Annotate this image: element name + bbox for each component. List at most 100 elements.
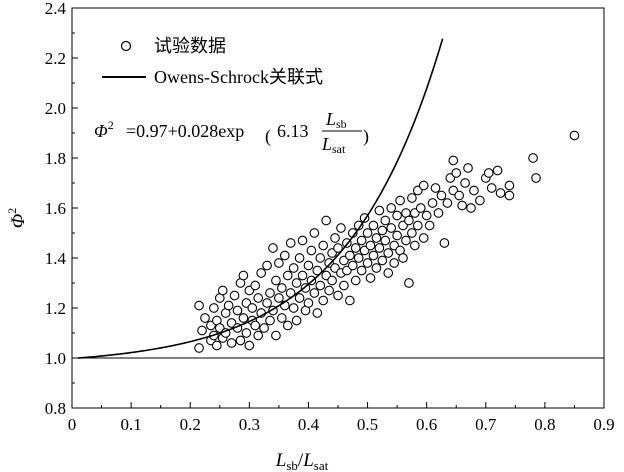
scatter-point <box>365 273 376 283</box>
y-axis-title: Φ2 <box>5 208 29 228</box>
scatter-point <box>442 198 453 208</box>
scatter-point <box>303 298 314 308</box>
scatter-point <box>401 235 411 246</box>
scatter-point <box>528 153 538 163</box>
scatter-point <box>288 263 299 273</box>
scatter-point <box>276 313 287 323</box>
scatter-point <box>253 330 264 341</box>
scatter-point <box>250 280 261 291</box>
scatter-point <box>194 343 204 353</box>
scatter-point <box>380 215 391 226</box>
scatter-point <box>404 278 414 288</box>
legend-marker-circle <box>120 40 132 52</box>
scatter-point <box>282 320 293 331</box>
scatter-point <box>282 270 293 281</box>
scatter-point <box>415 203 426 213</box>
x-tick-label: 0.3 <box>239 415 260 434</box>
scatter-point <box>226 338 237 348</box>
x-tick-label: 0.8 <box>534 415 555 434</box>
scatter-point <box>336 223 346 233</box>
scatter-point <box>350 243 361 253</box>
scatter-point <box>297 235 308 246</box>
legend-label-data: 试验数据 <box>154 36 226 56</box>
scatter-point <box>327 275 337 286</box>
axis-titles: Lsb/Lsat Φ2 <box>5 208 329 472</box>
x-axis-title: Lsb/Lsat <box>275 450 329 472</box>
formula-frac-den: Lsat <box>321 134 346 156</box>
scatter-point <box>194 300 204 311</box>
scatter-point <box>318 295 329 306</box>
scatter-point <box>235 335 246 346</box>
scatter-point <box>262 260 272 271</box>
formula-rhs-prefix: =0.97+0.028exp <box>126 121 244 141</box>
scatter-point <box>229 290 240 301</box>
scatter-point <box>368 220 379 231</box>
formula-frac-num-main: L <box>325 109 336 129</box>
formula-frac-num-sub: sb <box>336 117 347 131</box>
scatter-point <box>312 308 323 318</box>
formula-open-paren: ( <box>265 126 271 147</box>
scatter-point <box>356 265 367 276</box>
scatter-point <box>451 168 462 178</box>
scatter-point <box>486 183 497 193</box>
scatter-point <box>244 340 255 351</box>
scatter-point <box>232 305 243 316</box>
scatter-point <box>312 265 323 276</box>
scatter-point <box>250 320 261 331</box>
x-tick-label: 0.2 <box>180 415 201 434</box>
scatter-point <box>386 203 397 213</box>
scatter-point <box>463 163 473 173</box>
x-axis-title-main2: L <box>302 450 314 471</box>
scatter-point <box>392 210 402 221</box>
scatter-point <box>271 330 281 341</box>
scatter-point <box>200 313 210 323</box>
scatter-point <box>209 303 219 313</box>
scatter-point <box>409 240 420 251</box>
scatter-point <box>238 270 249 281</box>
scatter-point <box>265 315 275 326</box>
scatter-point <box>430 183 441 193</box>
scatter-point <box>217 285 228 296</box>
x-tick-label: 0.6 <box>416 415 437 434</box>
scatter-point <box>350 275 361 286</box>
scatter-point <box>356 235 367 246</box>
scatter-point <box>274 258 284 268</box>
scatter-point <box>259 323 269 333</box>
scatter-point <box>362 228 373 238</box>
scatter-point <box>303 260 314 271</box>
scatter-point <box>333 290 343 301</box>
scatter-point <box>253 293 264 303</box>
formula-frac-den-main: L <box>321 134 332 154</box>
formula-close-paren: ) <box>363 126 369 147</box>
formula-lhs-sup: 2 <box>108 118 114 132</box>
scatter-point <box>368 250 379 261</box>
scatter-point <box>268 243 278 253</box>
scatter-point <box>285 238 296 248</box>
scatter-point <box>407 193 417 203</box>
data-layer <box>77 38 580 359</box>
scatter-point <box>271 275 281 286</box>
x-axis-title-sub2: sat <box>314 458 329 472</box>
scatter-point <box>386 223 397 233</box>
scatter-point <box>475 195 485 206</box>
scatter-point <box>439 238 450 248</box>
scatter-point <box>197 325 207 336</box>
scatter-point <box>362 258 373 268</box>
scatter-point <box>371 263 382 273</box>
scatter-point <box>492 165 503 176</box>
scatter-point <box>318 240 329 251</box>
x-axis-title-main: L <box>275 450 287 471</box>
scatter-point <box>531 173 541 183</box>
scatter-point <box>306 245 317 256</box>
x-tick-label: 0.7 <box>475 415 497 434</box>
scatter-point <box>247 303 258 313</box>
formula-lhs-symbol: Φ <box>94 121 108 141</box>
scatter-point <box>347 260 358 271</box>
scatter-point <box>294 253 305 263</box>
scatter-point <box>380 235 391 246</box>
legend-label-line: Owens-Schrock关联式 <box>154 67 323 87</box>
scatter-point <box>504 180 515 191</box>
scatter-point <box>377 225 388 236</box>
scatter-point <box>315 280 326 291</box>
scatter-point <box>569 130 580 141</box>
